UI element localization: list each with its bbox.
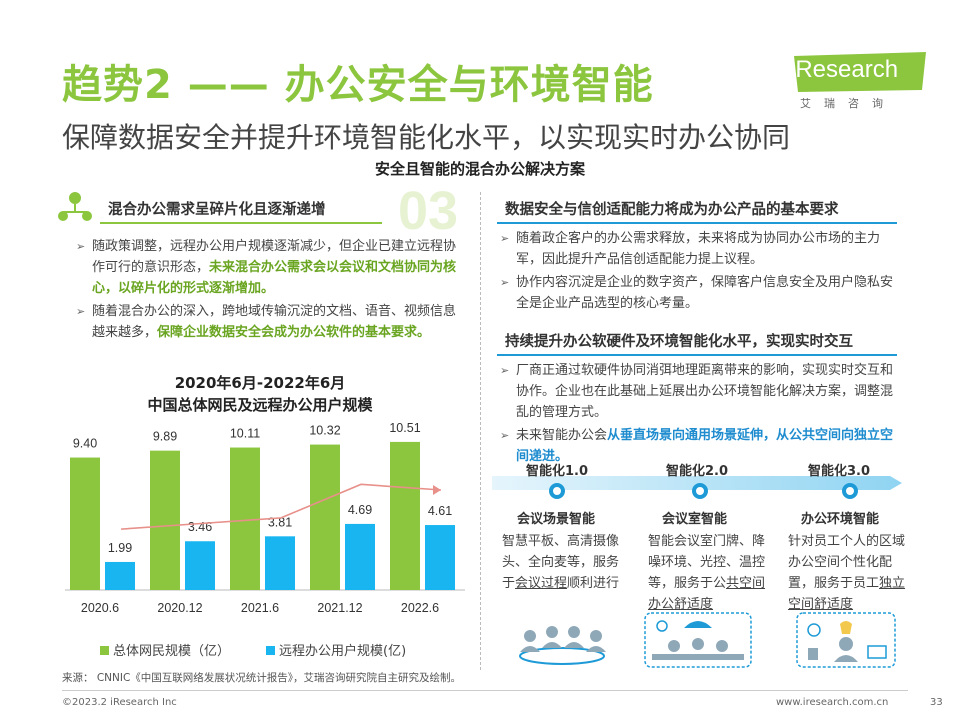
column-2-text: 智能会议室门牌、降噪环境、光控、温控等，服务于公共空间办公舒适度 bbox=[648, 534, 766, 612]
stage-3-label: 智能化3.0 bbox=[808, 464, 871, 479]
data-label-series1-2020.12: 9.89 bbox=[153, 430, 177, 444]
legend-series2: 远程办公用户规模(亿) bbox=[266, 640, 406, 659]
timeline-node-1 bbox=[549, 483, 565, 499]
left-heading-underline bbox=[100, 222, 382, 224]
column-2-title: 会议室智能 bbox=[662, 512, 728, 527]
right-bullets-1: ➢ 随着政企客户的办公需求释放，未来将成为协同办公市场的主力军，因此提升产品信创适… bbox=[500, 228, 898, 316]
right-bullets-2: ➢ 厂商正通过软硬件协同消弭地理距离带来的影响，实现实时交互和协作。企业也在此基础… bbox=[500, 360, 898, 469]
data-label-series1-2021.6: 10.11 bbox=[230, 427, 260, 441]
arrow-icon: ➢ bbox=[500, 232, 510, 245]
footer-site: www.iresearch.com.cn bbox=[776, 697, 889, 708]
arrow-icon: ➢ bbox=[76, 240, 86, 253]
bar-series1-2021.12 bbox=[310, 444, 340, 590]
logo-subtitle: 艾瑞咨询 bbox=[800, 97, 896, 110]
bar-chart: 9.401.992020.69.893.462020.1210.113.8120… bbox=[65, 421, 465, 615]
x-tick-label-2021.12: 2021.12 bbox=[317, 601, 362, 615]
right-heading-1: 数据安全与信创适配能力将成为办公产品的基本要求 bbox=[505, 202, 839, 218]
right-heading-2: 持续提升办公软硬件及环境智能化水平，实现实时交互 bbox=[505, 334, 853, 350]
left-bullet-1: ➢ 随政策调整，远程办公用户规模逐渐减少，但企业已建立远程协作可行的意识形态，未… bbox=[76, 236, 466, 299]
right-bullet-4: ➢ 未来智能办公会从垂直场景向通用场景延伸，从公共空间向独立空间递进。 bbox=[500, 425, 898, 467]
arrow-icon: ➢ bbox=[500, 429, 510, 442]
page-subtitle: 保障数据安全并提升环境智能化水平，以实现实时办公协同 bbox=[62, 121, 791, 154]
bar-series1-2020.12 bbox=[150, 450, 180, 590]
arrow-icon: ➢ bbox=[500, 364, 510, 377]
column-1-title: 会议场景智能 bbox=[517, 512, 596, 527]
section-number: 03 bbox=[398, 181, 459, 241]
bar-series2-2022.6 bbox=[425, 525, 455, 590]
x-tick-label-2021.6: 2021.6 bbox=[241, 601, 279, 615]
legend-swatch-green bbox=[100, 646, 109, 655]
chart-title: 2020年6月-2022年6月 中国总体网民及远程办公用户规模 bbox=[147, 374, 373, 414]
page-number: 33 bbox=[930, 697, 943, 708]
meeting-room-icon bbox=[644, 612, 752, 668]
footer-divider bbox=[62, 690, 908, 691]
x-tick-label-2020.6: 2020.6 bbox=[81, 601, 119, 615]
logo-text: iResearch bbox=[790, 56, 899, 83]
bar-series2-2021.6 bbox=[265, 536, 295, 590]
column-divider bbox=[480, 192, 481, 670]
iresearch-logo bbox=[794, 52, 926, 92]
page-title: 趋势2 —— 办公安全与环境智能 bbox=[62, 62, 654, 108]
legend-swatch-blue bbox=[266, 646, 275, 655]
timeline-node-2 bbox=[692, 483, 708, 499]
left-bullet-2: ➢ 随着混合办公的深入，跨地域传输沉淀的文档、语音、视频信息越来越多，保障企业数… bbox=[76, 301, 466, 343]
trend-line bbox=[120, 483, 442, 530]
x-tick-label-2020.12: 2020.12 bbox=[157, 601, 202, 615]
right-bullet-1: ➢ 随着政企客户的办公需求释放，未来将成为协同办公市场的主力军，因此提升产品信创适… bbox=[500, 228, 898, 270]
data-label-series1-2021.12: 10.32 bbox=[309, 424, 340, 438]
left-bullets: ➢ 随政策调整，远程办公用户规模逐渐减少，但企业已建立远程协作可行的意识形态，未… bbox=[76, 236, 466, 345]
data-label-series2-2022.6: 4.61 bbox=[428, 504, 452, 518]
column-3-text: 针对员工个人的区域办公空间个性化配置，服务于员工独立空间舒适度 bbox=[788, 534, 906, 612]
network-icon bbox=[58, 192, 92, 221]
data-label-series1-2022.6: 10.51 bbox=[389, 421, 420, 435]
meeting-table-icon bbox=[519, 626, 606, 665]
right-bullet-2: ➢ 协作内容沉淀是企业的数字资产，保障客户信息安全及用户隐私安全是企业产品选型的核… bbox=[500, 272, 898, 314]
stage-1-label: 智能化1.0 bbox=[526, 464, 589, 479]
right-bullet-3: ➢ 厂商正通过软硬件协同消弭地理距离带来的影响，实现实时交互和协作。企业也在此基础… bbox=[500, 360, 898, 423]
bar-series1-2020.6 bbox=[70, 457, 100, 590]
source-note: 来源： CNNIC《中国互联网络发展状况统计报告》，艾瑞咨询研究院自主研究及绘制… bbox=[62, 672, 462, 684]
x-tick-label-2022.6: 2022.6 bbox=[401, 601, 439, 615]
bar-series1-2021.6 bbox=[230, 447, 260, 590]
bar-series2-2020.12 bbox=[185, 541, 215, 590]
office-environment-icon bbox=[796, 612, 896, 668]
column-1-text: 智慧平板、高清摄像头、全向麦等，服务于会议过程顺利进行 bbox=[502, 534, 620, 591]
stage-2-label: 智能化2.0 bbox=[666, 464, 729, 479]
legend-series1: 总体网民规模（亿） bbox=[100, 640, 230, 659]
column-3-title: 办公环境智能 bbox=[801, 512, 880, 527]
data-label-series2-2020.6: 1.99 bbox=[108, 541, 132, 555]
section-title: 安全且智能的混合办公解决方案 bbox=[374, 160, 585, 178]
data-label-series1-2020.6: 9.40 bbox=[73, 437, 97, 451]
timeline-node-3 bbox=[842, 483, 858, 499]
footer-copyright: ©2023.2 iResearch Inc bbox=[62, 697, 177, 708]
bar-series2-2020.6 bbox=[105, 561, 135, 590]
arrow-icon: ➢ bbox=[76, 305, 86, 318]
arrow-icon: ➢ bbox=[500, 276, 510, 289]
trend-arrowhead bbox=[433, 485, 441, 495]
data-label-series2-2021.12: 4.69 bbox=[348, 503, 372, 517]
left-heading: 混合办公需求呈碎片化且逐渐递增 bbox=[108, 202, 326, 218]
right-heading-1-underline bbox=[497, 222, 897, 224]
bar-series1-2022.6 bbox=[390, 441, 420, 590]
bar-series2-2021.12 bbox=[345, 523, 375, 590]
right-heading-2-underline bbox=[497, 354, 897, 356]
